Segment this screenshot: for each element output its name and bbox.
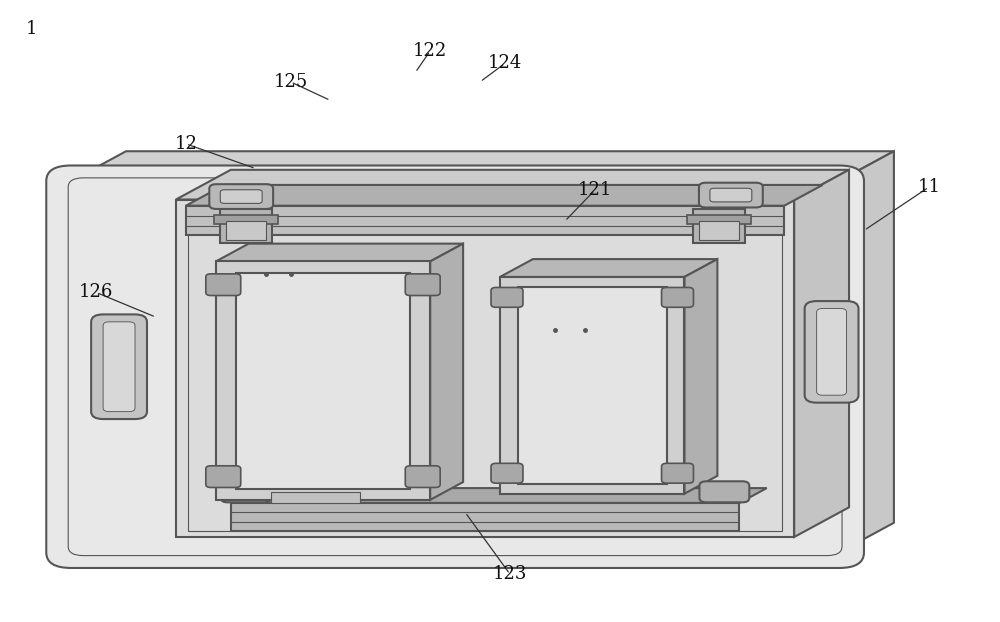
Polygon shape — [500, 259, 717, 277]
Polygon shape — [176, 170, 849, 200]
Bar — [188, 206, 782, 531]
FancyBboxPatch shape — [817, 309, 847, 395]
Text: 11: 11 — [917, 178, 940, 196]
FancyBboxPatch shape — [662, 287, 693, 307]
Polygon shape — [430, 244, 463, 500]
FancyBboxPatch shape — [405, 274, 440, 295]
FancyBboxPatch shape — [91, 314, 147, 419]
Polygon shape — [684, 259, 717, 494]
Polygon shape — [839, 151, 894, 552]
Bar — [236, 272, 410, 489]
Text: 125: 125 — [273, 73, 308, 91]
FancyBboxPatch shape — [699, 183, 763, 208]
Bar — [186, 206, 784, 236]
Bar — [693, 208, 745, 243]
Polygon shape — [794, 170, 849, 537]
Bar — [176, 200, 794, 537]
Text: 124: 124 — [488, 54, 522, 72]
Polygon shape — [231, 488, 767, 503]
Bar — [518, 287, 667, 484]
FancyBboxPatch shape — [209, 184, 273, 209]
FancyBboxPatch shape — [710, 188, 752, 202]
FancyBboxPatch shape — [491, 287, 523, 307]
FancyBboxPatch shape — [805, 301, 859, 402]
Text: 122: 122 — [413, 42, 447, 60]
FancyBboxPatch shape — [662, 463, 693, 483]
Bar — [216, 261, 430, 500]
Polygon shape — [186, 185, 823, 206]
Bar — [231, 503, 739, 531]
Bar — [699, 221, 739, 240]
Text: 121: 121 — [578, 181, 612, 199]
FancyBboxPatch shape — [405, 466, 440, 488]
Bar — [226, 221, 266, 240]
Polygon shape — [216, 244, 463, 261]
Bar — [500, 277, 684, 494]
Bar — [687, 215, 751, 224]
Text: 1: 1 — [26, 21, 37, 39]
Bar — [220, 208, 272, 243]
FancyBboxPatch shape — [221, 481, 271, 503]
FancyBboxPatch shape — [46, 165, 864, 568]
Text: 12: 12 — [174, 135, 197, 153]
Bar — [271, 492, 360, 503]
Text: 126: 126 — [79, 284, 113, 302]
FancyBboxPatch shape — [206, 274, 241, 295]
FancyBboxPatch shape — [699, 481, 749, 503]
Bar — [214, 215, 278, 224]
FancyBboxPatch shape — [491, 463, 523, 483]
Text: 123: 123 — [493, 565, 527, 583]
FancyBboxPatch shape — [103, 322, 135, 412]
FancyBboxPatch shape — [220, 190, 262, 203]
FancyBboxPatch shape — [206, 466, 241, 488]
Polygon shape — [71, 151, 894, 181]
